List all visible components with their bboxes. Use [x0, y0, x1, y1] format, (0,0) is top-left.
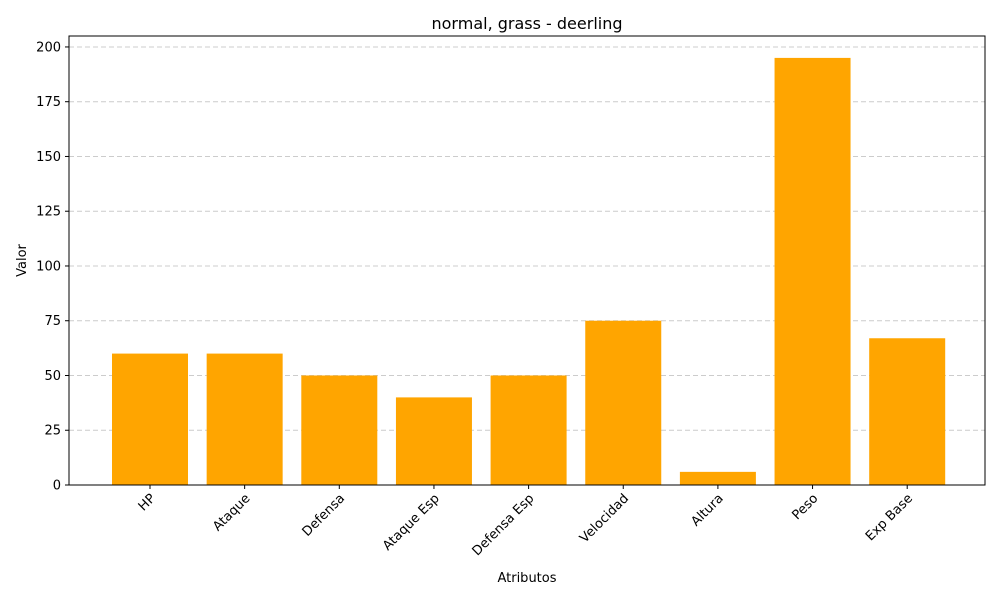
y-tick-label: 25	[44, 424, 61, 439]
y-tick-label: 50	[44, 369, 61, 384]
x-tick-label: Peso	[789, 491, 821, 523]
x-tick-label: Ataque	[210, 491, 253, 534]
x-tick-label: Altura	[688, 491, 726, 529]
x-tick-label: Exp Base	[863, 491, 916, 544]
y-tick-label: 0	[53, 479, 61, 494]
y-tick-label: 75	[44, 314, 61, 329]
plot-frame	[68, 35, 986, 486]
y-tick-label: 200	[36, 40, 61, 55]
bars	[112, 57, 946, 486]
chart-title: normal, grass - deerling	[432, 14, 623, 33]
x-ticks: HP Ataque Defensa Ataque Esp Defensa Esp Velo…	[136, 485, 916, 559]
x-tick-label: Velocidad	[577, 491, 632, 546]
y-tick-label: 100	[36, 259, 61, 274]
y-tick-label: 150	[36, 150, 61, 165]
bar	[774, 57, 851, 486]
bar	[206, 353, 283, 485]
bar	[585, 320, 662, 485]
bar	[395, 397, 472, 485]
bar	[679, 471, 756, 485]
x-tick-label: Ataque Esp	[380, 491, 443, 554]
x-tick-label: Defensa Esp	[470, 491, 538, 559]
x-tick-label: HP	[136, 491, 159, 514]
y-ticks: 0 25 50 75 100 125 150 175 200	[36, 40, 69, 494]
bar	[301, 375, 378, 485]
bar	[112, 353, 188, 485]
y-axis-title: Valor	[15, 243, 30, 276]
y-tick-label: 125	[36, 205, 61, 220]
bar	[490, 375, 567, 485]
axes	[68, 35, 986, 486]
x-axis-title: Atributos	[497, 571, 556, 586]
x-tick-label: Defensa	[300, 491, 348, 539]
y-tick-label: 175	[36, 95, 61, 110]
bar	[869, 338, 946, 485]
